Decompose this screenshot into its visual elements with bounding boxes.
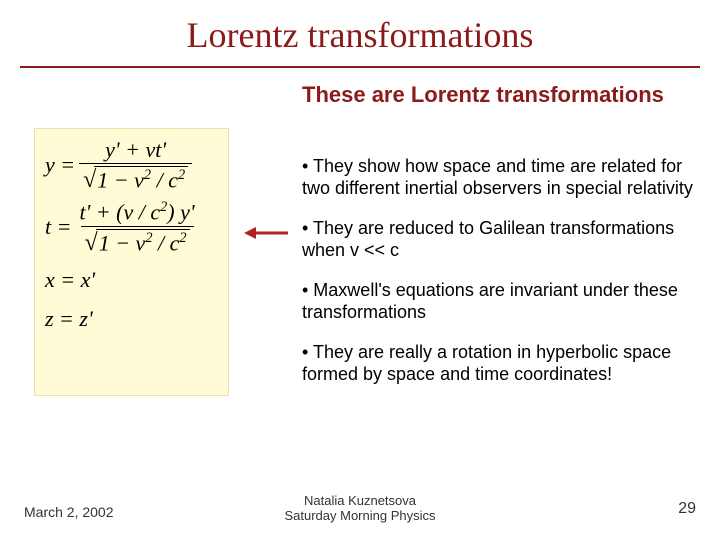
eq-t: t = t' + (v / c2) y' √ 1 − v2 / c2 xyxy=(45,199,220,255)
sqrt-icon: √ xyxy=(85,231,98,255)
eq-t-num: t' + (v / c2) y' xyxy=(75,199,198,226)
footer-center: Natalia Kuznetsova Saturday Morning Phys… xyxy=(0,493,720,524)
sqrt-icon: √ xyxy=(83,168,96,192)
formula-box: y = y' + vt' √ 1 − v2 / c2 t = t' + (v /… xyxy=(34,128,229,396)
footer-series: Saturday Morning Physics xyxy=(284,508,435,523)
eq-y-num: y' + vt' xyxy=(101,137,170,163)
bullet-1: • They show how space and time are relat… xyxy=(302,156,694,200)
eq-z: z = z' xyxy=(45,306,220,331)
eq-t-lhs: t = xyxy=(45,214,71,239)
eq-x: x = x' xyxy=(45,267,220,292)
left-arrow-icon xyxy=(244,224,288,242)
slide-title: Lorentz transformations xyxy=(0,14,720,56)
footer-author: Natalia Kuznetsova xyxy=(304,493,416,508)
eq-y-den: 1 − v2 / c2 xyxy=(94,166,188,193)
bullet-list: • They show how space and time are relat… xyxy=(302,156,694,404)
bullet-2: • They are reduced to Galilean transform… xyxy=(302,218,694,262)
eq-y: y = y' + vt' √ 1 − v2 / c2 xyxy=(45,137,220,193)
eq-t-den: 1 − v2 / c2 xyxy=(96,229,190,256)
page-number: 29 xyxy=(678,500,696,518)
eq-y-lhs: y = xyxy=(45,152,75,177)
subheading: These are Lorentz transformations xyxy=(302,82,682,108)
title-rule xyxy=(20,66,700,68)
bullet-3: • Maxwell's equations are invariant unde… xyxy=(302,280,694,324)
bullet-4: • They are really a rotation in hyperbol… xyxy=(302,342,694,386)
